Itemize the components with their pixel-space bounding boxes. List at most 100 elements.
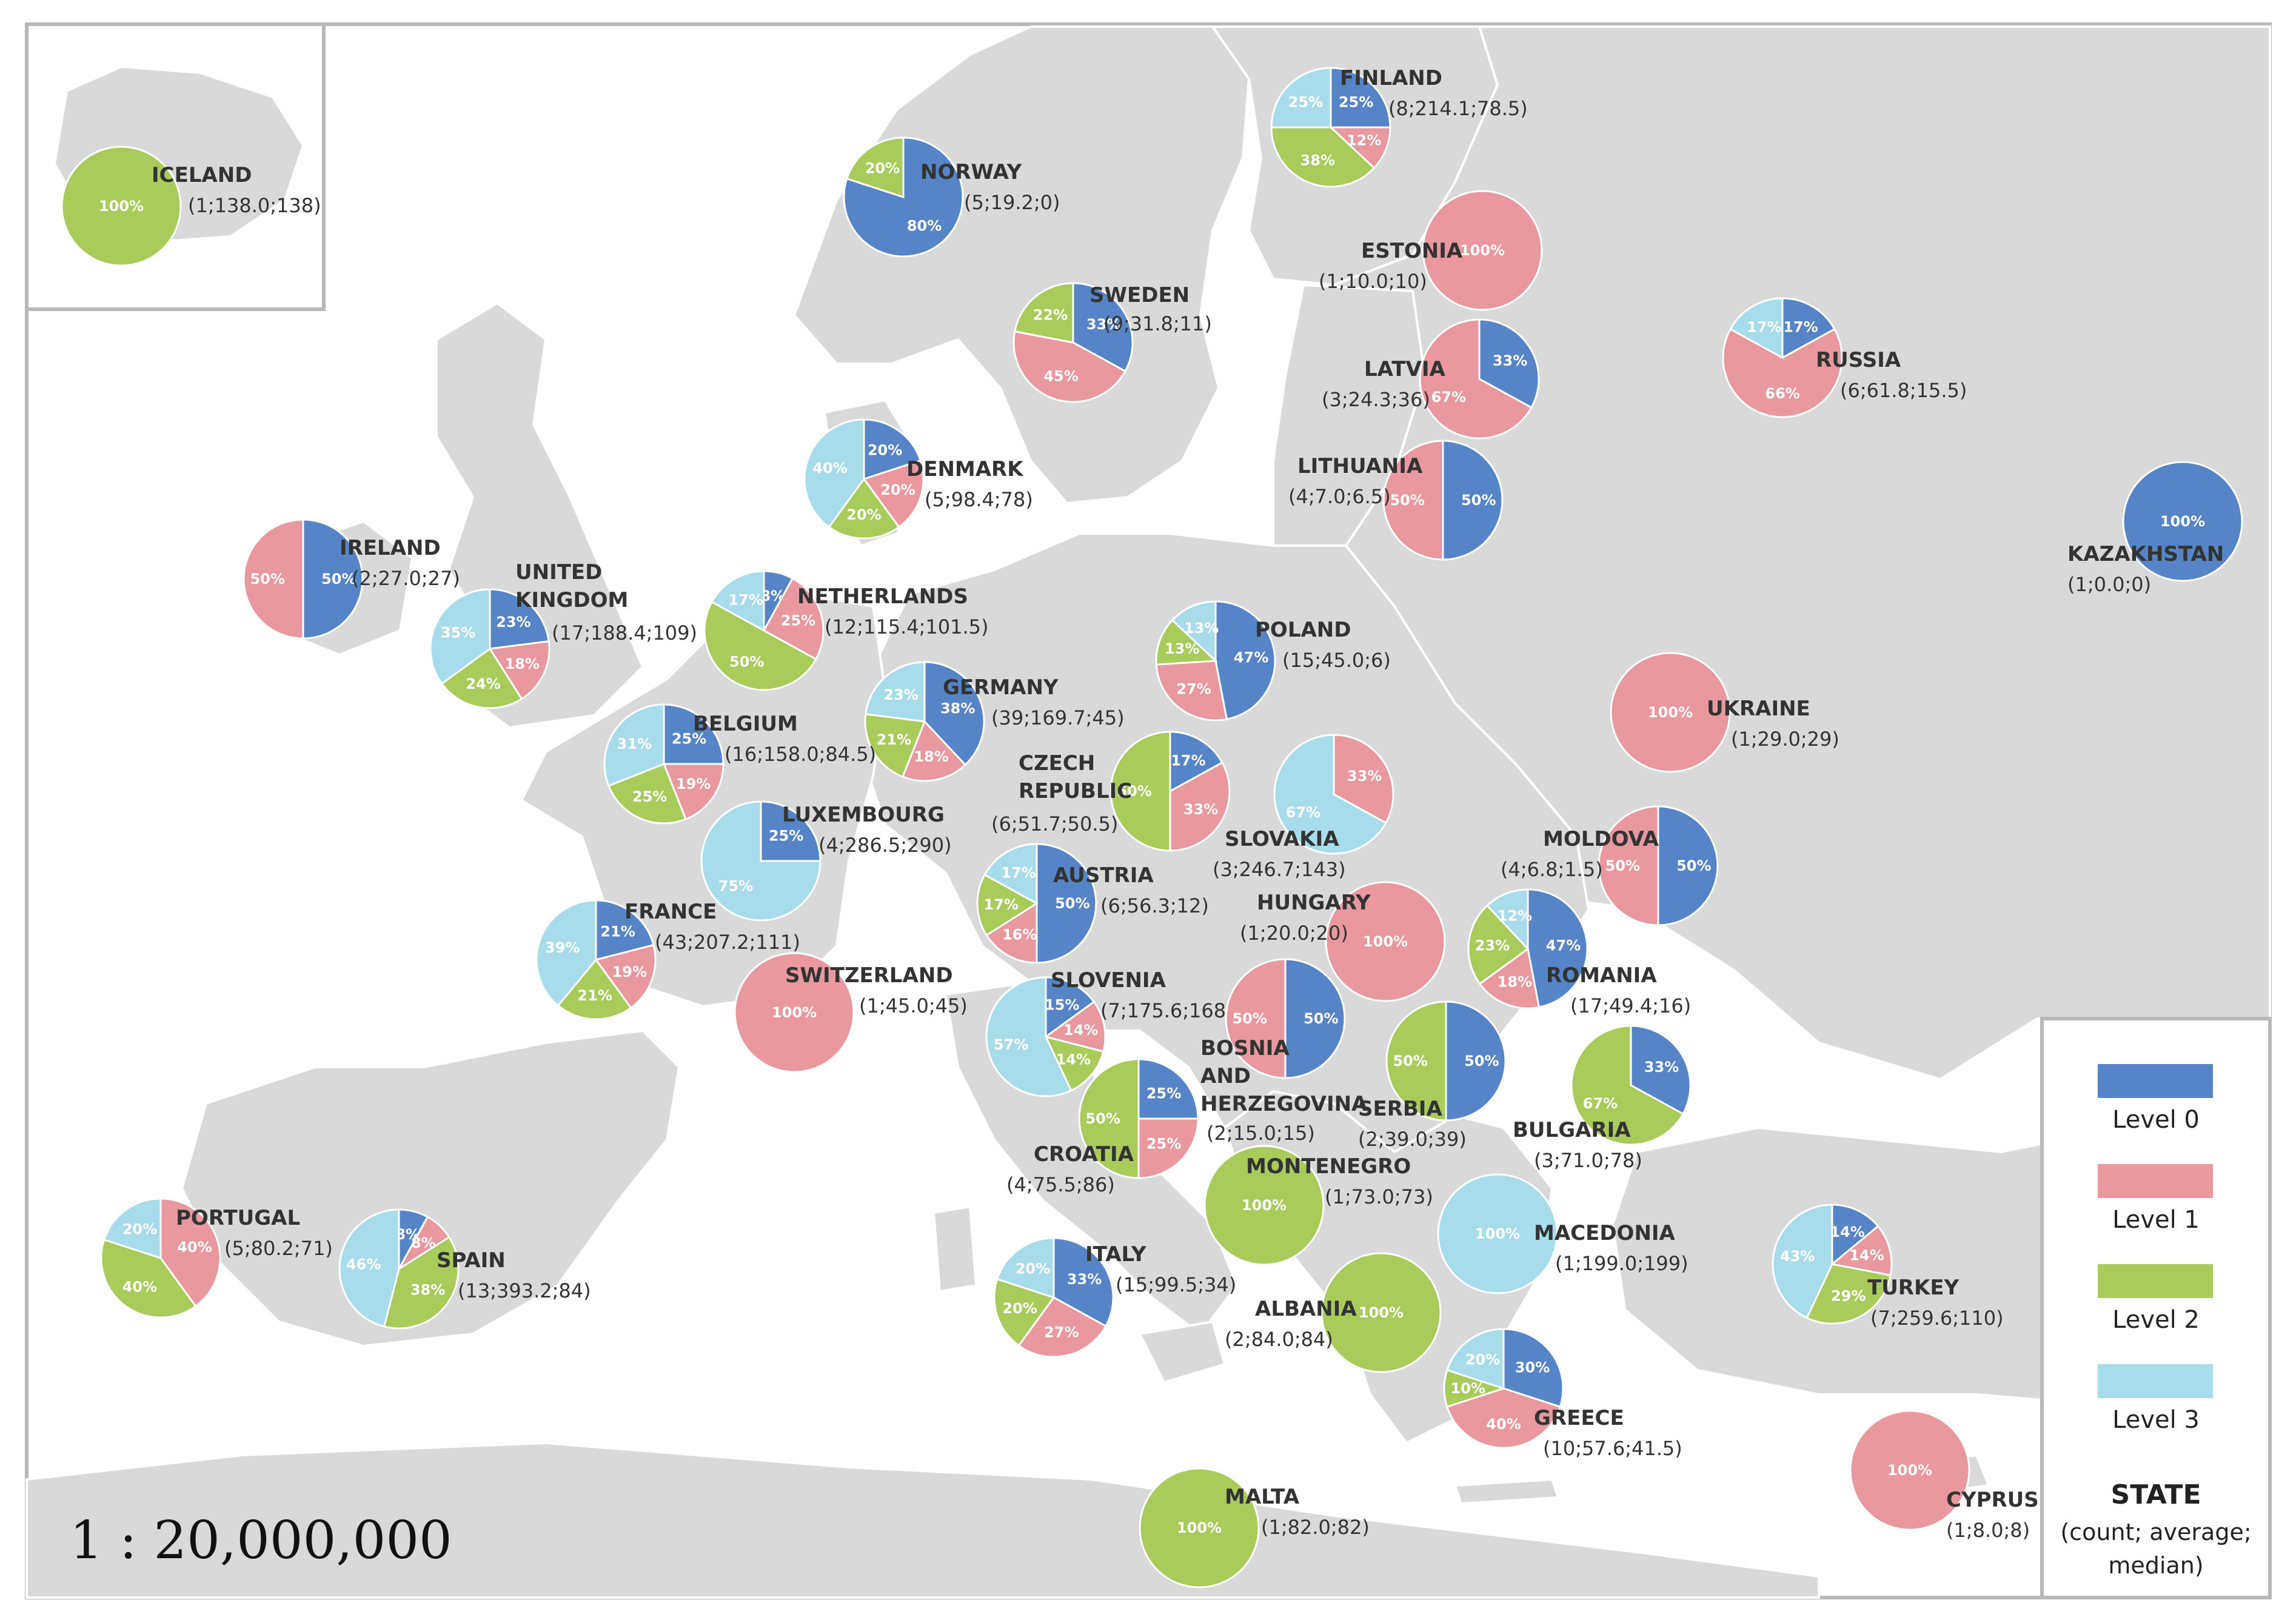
pie-slice bbox=[700, 800, 822, 922]
country-name: SWEDEN bbox=[1089, 283, 1190, 307]
pie-slice bbox=[703, 600, 817, 691]
pie-percent-label: 14% bbox=[1056, 1051, 1091, 1068]
pie-percent-label: 25% bbox=[769, 827, 803, 844]
country-stats: (5;80.2;71) bbox=[224, 1237, 333, 1260]
country-stats: (6;51.7;50.5) bbox=[991, 812, 1118, 835]
country-stats: (4;75.5;86) bbox=[1006, 1173, 1115, 1196]
legend-subtitle-line-2: median) bbox=[2108, 1552, 2203, 1579]
pie-percent-label: 17% bbox=[728, 591, 763, 608]
country-name: MALTA bbox=[1225, 1485, 1300, 1509]
country-spain: 8%8%38%46% SPAIN(13;393.2;84) bbox=[338, 1208, 591, 1330]
country-name: ROMANIA bbox=[1546, 963, 1657, 988]
land-crete bbox=[1453, 1478, 1560, 1505]
pie-percent-label: 25% bbox=[781, 612, 815, 629]
pie-slice bbox=[1169, 731, 1223, 793]
country-name: SPAIN bbox=[437, 1248, 506, 1273]
pie-slice bbox=[1772, 1204, 1833, 1319]
pie-percent-label: 17% bbox=[1783, 318, 1818, 335]
pie-percent-label: 38% bbox=[410, 1282, 445, 1299]
pie-percent-label: 38% bbox=[940, 700, 975, 717]
pie-slice bbox=[243, 518, 304, 640]
country-stats: (1;0.0;0) bbox=[2067, 573, 2151, 596]
pie-slice bbox=[863, 418, 922, 481]
pie-slice bbox=[1139, 1467, 1260, 1589]
iceland-inset bbox=[25, 22, 326, 311]
country-stats: (2;15.0;15) bbox=[1207, 1122, 1315, 1145]
pie-slice bbox=[1320, 1252, 1442, 1373]
pie-percent-label: 21% bbox=[577, 987, 612, 1004]
pie-slice bbox=[557, 958, 632, 1020]
land-sicily bbox=[1138, 1320, 1227, 1384]
pie-percent-label: 35% bbox=[441, 624, 475, 641]
country-cyprus: 100% CYPRUS (1;8.0;8) bbox=[1849, 1410, 2039, 1542]
pie-percent-label: 50% bbox=[1117, 783, 1151, 800]
pie-percent-label: 45% bbox=[1043, 367, 1078, 384]
pie-slice bbox=[1036, 843, 1097, 964]
country-stats: (1;10.0;10) bbox=[1319, 270, 1427, 293]
pie-percent-label: 46% bbox=[346, 1256, 381, 1273]
pie-percent-label: 15% bbox=[1045, 997, 1079, 1014]
pie-slice bbox=[976, 873, 1039, 937]
country-name: AUSTRIA bbox=[1053, 863, 1154, 888]
pie-slice bbox=[1445, 1328, 1505, 1390]
country-name: IRELAND bbox=[340, 536, 441, 560]
pie-slice bbox=[1610, 652, 1731, 773]
pie-percent-label: 24% bbox=[466, 675, 500, 692]
country-norway: 80% 20% NORWAY (5;19.2;0) bbox=[843, 136, 1060, 258]
pie-slice bbox=[429, 588, 491, 685]
pie-percent-label: 50% bbox=[1461, 492, 1496, 509]
pie-slice bbox=[985, 976, 1073, 1097]
pie-slice bbox=[594, 943, 657, 1009]
country-stats: (1;73.0;73) bbox=[1325, 1185, 1433, 1208]
legend-swatch-l1 bbox=[2098, 1164, 2213, 1198]
pie-slice bbox=[983, 843, 1038, 905]
country-name: SERBIA bbox=[1358, 1097, 1442, 1121]
country-name: ITALY bbox=[1085, 1242, 1146, 1267]
pie-percent-label: 67% bbox=[1286, 804, 1320, 821]
pie-slice bbox=[61, 146, 182, 267]
country-name: LITHUANIA bbox=[1297, 454, 1423, 478]
country-stats: (4;6.8;1.5) bbox=[1501, 858, 1603, 881]
country-name: HERZEGOVINA bbox=[1200, 1092, 1368, 1116]
pie-slice bbox=[1630, 1025, 1692, 1116]
pie-percent-label: 12% bbox=[1498, 907, 1532, 924]
country-stats: (4;286.5;290) bbox=[818, 834, 952, 857]
pie-percent-label: 50% bbox=[1390, 492, 1424, 509]
country-name: TURKEY bbox=[1867, 1276, 1960, 1300]
pie-slice bbox=[383, 1236, 460, 1330]
country-germany: 38% 18%21% 23% GERMANY (39;169.7;45) bbox=[864, 661, 1125, 782]
pie-slice bbox=[1078, 1058, 1140, 1179]
country-turkey: 14% 14% 29% 43% TURKEY (7;259.6;110) bbox=[1772, 1204, 2004, 1330]
legend-items: Level 0 Level 1 Level 2 Level 3 bbox=[2098, 1064, 2213, 1434]
country-stats: (1;138.0;138) bbox=[188, 194, 321, 217]
pie-percent-label: 47% bbox=[1234, 649, 1268, 666]
pie-percent-label: 39% bbox=[545, 939, 580, 956]
land-sardinia bbox=[932, 1205, 978, 1293]
pie-slice bbox=[845, 136, 905, 199]
pie-percent-label: 23% bbox=[883, 686, 918, 703]
country-name: RUSSIA bbox=[1816, 348, 1901, 372]
pie-slice bbox=[1781, 297, 1836, 360]
pie-slice bbox=[760, 800, 822, 862]
country-portugal: 40% 40% 20% PORTUGAL (5;80.2;71) bbox=[100, 1197, 333, 1319]
pie-slice bbox=[338, 1208, 400, 1328]
country-pies: 100% ICELAND (1;138.0;138) 80% 20% NORWAY (5;1… bbox=[61, 66, 2243, 1589]
pie-slice bbox=[828, 477, 900, 540]
pie-slice bbox=[302, 518, 364, 640]
pie-slice bbox=[1527, 888, 1588, 1009]
pie-percent-label: 13% bbox=[1165, 640, 1199, 657]
pie-percent-label: 20% bbox=[1002, 1300, 1037, 1317]
pie-percent-label: 40% bbox=[122, 1279, 157, 1296]
pie-percent-label: 100% bbox=[1648, 704, 1693, 721]
pie-percent-label: 12% bbox=[1347, 132, 1381, 149]
country-name: ESTONIA bbox=[1361, 239, 1463, 263]
pie-slice bbox=[996, 1237, 1055, 1299]
pie-percent-label: 67% bbox=[1431, 389, 1466, 406]
country-stats: (5;19.2;0) bbox=[964, 191, 1060, 214]
country-stats: (39;169.7;45) bbox=[991, 706, 1125, 729]
country-stats: (17;49.4;16) bbox=[1570, 994, 1691, 1017]
pie-percent-label: 100% bbox=[1887, 1462, 1932, 1479]
pie-slice bbox=[1445, 1000, 1507, 1122]
country-bulgaria: 33% 67% BULGARIA (3;71.0;78) bbox=[1513, 1025, 1692, 1172]
pie-percent-label: 22% bbox=[1033, 307, 1068, 324]
